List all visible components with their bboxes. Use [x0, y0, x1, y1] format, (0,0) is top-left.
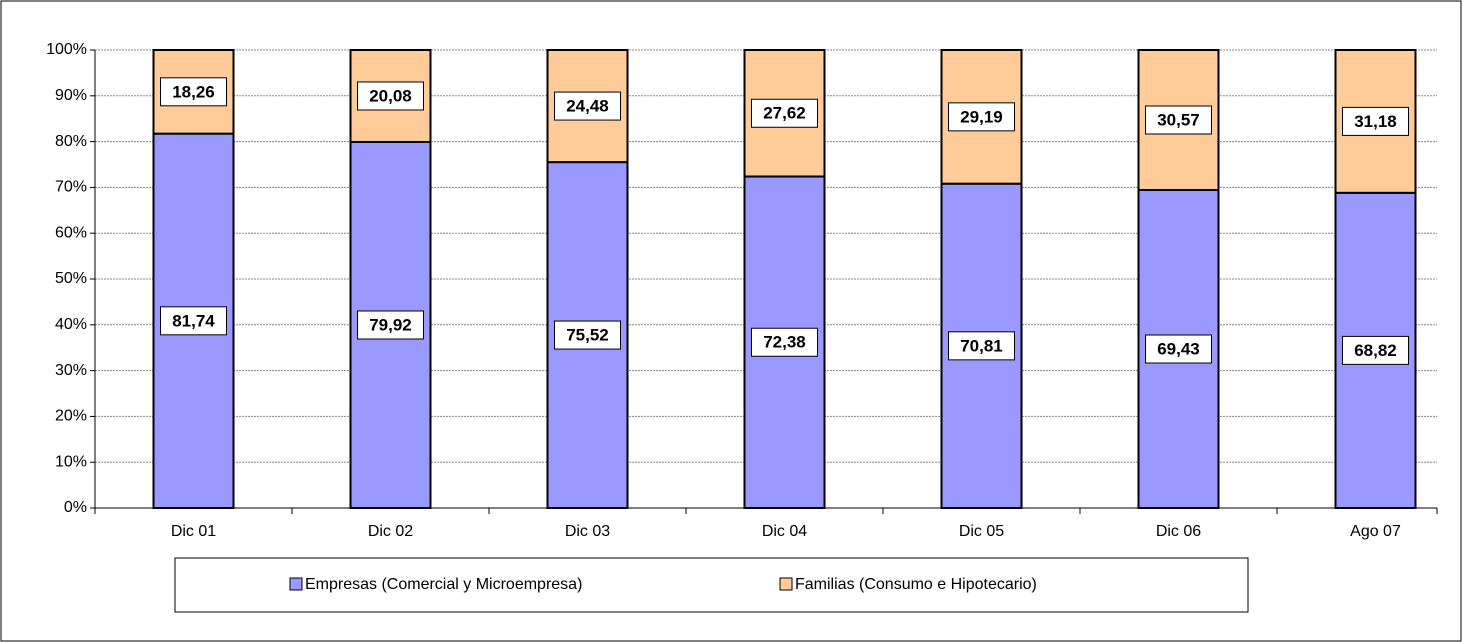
value-label-box [948, 331, 1015, 361]
value-label: 20,08 [369, 86, 412, 105]
value-label-box [554, 91, 621, 121]
x-tick-label: Dic 03 [565, 523, 610, 540]
value-label: 70,81 [960, 336, 1003, 355]
value-label: 30,57 [1157, 110, 1200, 129]
value-label-box [1145, 105, 1212, 135]
value-label: 72,38 [763, 333, 806, 352]
x-tick-label: Dic 05 [959, 523, 1004, 540]
value-label: 24,48 [566, 97, 609, 116]
value-label: 31,18 [1354, 112, 1397, 131]
value-label-box [1145, 334, 1212, 364]
value-label: 79,92 [369, 315, 412, 334]
value-label-box [357, 310, 424, 340]
y-tick-label: 0% [64, 499, 87, 516]
y-tick-label: 50% [55, 270, 87, 287]
value-label-box [160, 306, 227, 336]
value-label-box [751, 98, 818, 128]
legend-swatch [289, 577, 303, 591]
y-tick-label: 20% [55, 408, 87, 425]
legend-label: Empresas (Comercial y Microempresa) [305, 576, 582, 593]
x-tick-label: Dic 04 [762, 523, 807, 540]
y-tick-label: 40% [55, 316, 87, 333]
value-label-box [1342, 335, 1409, 365]
value-label-box [751, 327, 818, 357]
value-label-box [948, 102, 1015, 132]
value-label: 18,26 [172, 82, 215, 101]
value-label: 75,52 [566, 326, 609, 345]
legend-label: Familias (Consumo e Hipotecario) [795, 576, 1037, 593]
y-tick-label: 80% [55, 133, 87, 150]
value-label-box [160, 77, 227, 107]
value-label: 27,62 [763, 104, 806, 123]
value-label-box [357, 81, 424, 111]
y-tick-label: 90% [55, 87, 87, 104]
y-tick-label: 30% [55, 362, 87, 379]
value-label-box [1342, 106, 1409, 136]
y-tick-label: 60% [55, 224, 87, 241]
legend-swatch [779, 577, 793, 591]
x-tick-label: Dic 01 [171, 523, 216, 540]
value-label-box [554, 320, 621, 350]
x-tick-label: Dic 02 [368, 523, 413, 540]
y-tick-label: 100% [46, 41, 87, 58]
x-tick-label: Dic 06 [1156, 523, 1201, 540]
legend-box [174, 557, 1249, 613]
y-tick-label: 10% [55, 453, 87, 470]
value-label: 29,19 [960, 107, 1003, 126]
y-tick-label: 70% [55, 179, 87, 196]
x-tick-label: Ago 07 [1350, 523, 1401, 540]
value-label: 68,82 [1354, 341, 1397, 360]
value-label: 69,43 [1157, 339, 1200, 358]
value-label: 81,74 [172, 311, 215, 330]
